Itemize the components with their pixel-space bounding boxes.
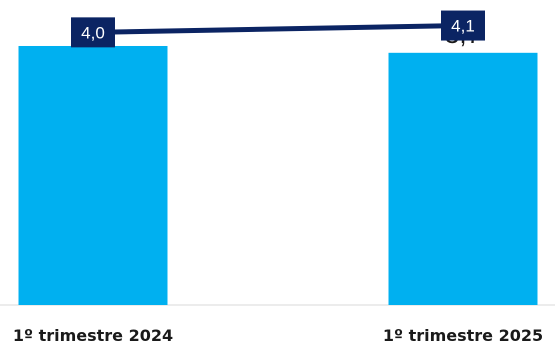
line-point-marker: [71, 17, 115, 48]
x-tick-label: 1º trimestre 2024: [13, 326, 173, 345]
bar: [18, 45, 168, 305]
line-point-label: 4,1: [451, 17, 475, 36]
bars-layer: [18, 45, 538, 305]
x-tick-label: 1º trimestre 2025: [383, 326, 543, 345]
labels-layer: 3,81º trimestre 20243,71º trimestre 2025…: [13, 10, 543, 345]
line-point-marker: [441, 10, 485, 41]
bar: [388, 52, 538, 305]
line-series: [92, 23, 464, 35]
line-point-label: 4,0: [81, 23, 105, 42]
line-layer: [92, 23, 464, 35]
